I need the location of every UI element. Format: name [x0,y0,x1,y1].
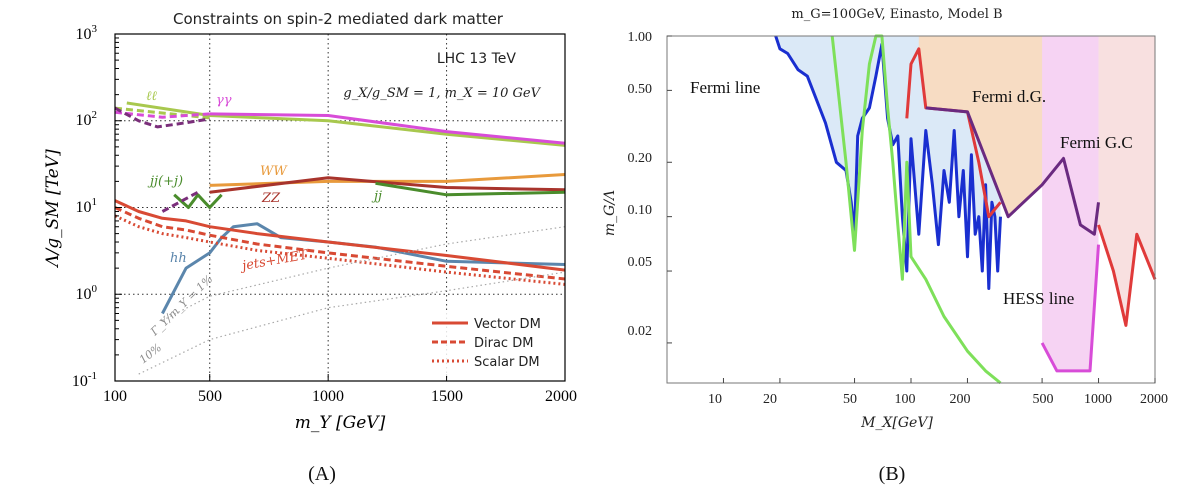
series-line [173,193,223,209]
chart-a-y-axis-label: Λ/g_SM [TeV] [43,149,63,269]
chart-a-ticks [114,37,566,382]
y-tick-label: 0.05 [628,255,653,270]
series-line [161,190,199,213]
y-tick-label: 0.10 [628,203,653,218]
chart-a-legend: Vector DM Dirac DM Scalar DM [426,310,558,376]
width-1pct-label: Γ_Y/m_Y = 1% [147,273,215,339]
series-line [209,176,566,194]
x-tick-label: 1000 [1084,392,1112,407]
chart-b-ticks [667,35,1156,383]
y-tick-label: 1.00 [628,30,653,45]
x-tick-label: 500 [1033,392,1054,407]
series-line [830,34,1002,385]
series-label-jjj: jj(+j) [147,174,183,189]
y-tick-label: 103 [76,23,98,43]
y-tick-label: 0.20 [628,151,653,166]
series-line [114,206,566,281]
series-label-jj: jj [371,189,382,204]
series-line [114,199,566,272]
series-label-jets-met: jets+MET [238,247,310,274]
x-tick-label: 100 [103,388,127,405]
legend-background [426,310,558,376]
chart-b-title: m_G=100GeV, Einasto, Model B [791,7,1002,22]
series-label-zz: ZZ [261,191,281,206]
experiment-label: LHC 13 TeV [437,51,517,67]
y-tick-label: 101 [76,196,98,216]
series-line [209,112,566,145]
series-line [1040,244,1100,373]
series-line [114,106,210,129]
panel-a: Constraints on spin-2 mediated dark matt… [43,10,577,485]
chart-a-series [114,101,566,375]
annotation-fermi-gc: Fermi G.C [1060,133,1133,152]
y-tick-label: 100 [76,283,98,303]
couplings-label: g_X/g_SM = 1, m_X = 10 GeV [343,86,541,101]
legend-entry: Vector DM [474,317,541,332]
y-tick-label: 102 [76,109,98,129]
y-tick-label: 0.50 [628,82,653,97]
chart-b-x-tick-labels: 10 20 50 100 200 500 1000 2000 [708,392,1168,407]
x-tick-label: 100 [895,392,916,407]
legend-entry: Scalar DM [474,355,540,370]
x-tick-label: 20 [763,392,777,407]
chart-a-x-tick-labels: 100 500 1000 1500 2000 [103,388,577,405]
panel-a-label: (A) [308,463,336,485]
series-line [138,271,566,375]
x-tick-label: 200 [950,392,971,407]
chart-b-y-axis-label: m_G/Λ [602,190,618,236]
annotation-fermi-dg: Fermi d.G. [972,87,1046,106]
x-tick-label: 2000 [545,388,577,405]
series-label-gamma: γγ [216,93,232,108]
chart-b-regions [775,36,1155,371]
chart-a-x-axis-label: m_Y [GeV] [295,413,386,433]
x-tick-label: 10 [708,392,722,407]
region-hess-line [1042,36,1099,371]
chart-b-x-axis-label: M_X[GeV] [860,415,933,431]
series-line [114,110,210,119]
chart-a-title: Constraints on spin-2 mediated dark matt… [173,10,504,28]
series-label-hh: hh [170,251,187,266]
width-10pct-label: 10% [137,341,164,366]
x-tick-label: 50 [843,392,857,407]
x-tick-label: 1000 [312,388,344,405]
panel-b: m_G=100GeV, Einasto, Model B 10 20 50 10… [602,7,1168,485]
chart-b-series [774,34,1157,385]
y-tick-label: 10-1 [72,370,97,390]
y-tick-label: 0.02 [628,324,653,339]
region-hess-gc [1098,36,1155,326]
series-line [126,101,566,147]
series-line [161,222,566,315]
annotation-fermi-line: Fermi line [690,78,760,97]
series-line [375,181,566,197]
annotation-hess-line: HESS line [1003,289,1074,308]
chart-b-y-tick-labels: 1.00 0.50 0.20 0.10 0.05 0.02 [628,30,653,339]
x-tick-label: 500 [198,388,222,405]
panel-b-label: (B) [879,463,906,485]
chart-a-y-tick-labels: 10-1 100 101 102 103 [72,23,98,390]
series-label-ww: WW [260,164,288,179]
series-line [925,106,1100,236]
series-line [1097,224,1157,327]
legend-entry: Dirac DM [474,336,533,351]
x-tick-label: 2000 [1140,392,1168,407]
x-tick-label: 1500 [431,388,463,405]
series-label-ll: ℓℓ [146,89,157,104]
